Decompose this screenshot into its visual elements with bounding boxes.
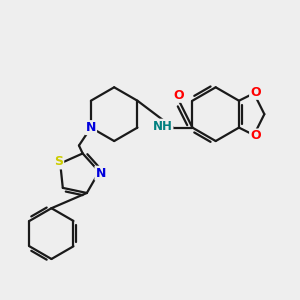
- Text: S: S: [54, 155, 63, 168]
- Text: N: N: [86, 121, 96, 134]
- Text: O: O: [174, 89, 184, 102]
- Text: NH: NH: [153, 120, 172, 133]
- Text: N: N: [95, 167, 106, 180]
- Text: O: O: [250, 130, 261, 142]
- Text: O: O: [250, 86, 261, 99]
